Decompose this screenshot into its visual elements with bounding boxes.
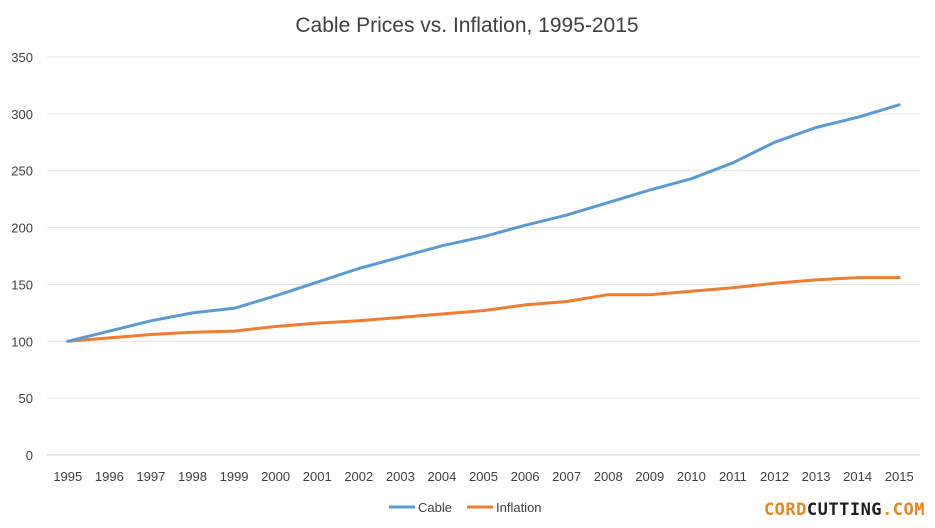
y-tick-label: 300 [11,107,33,122]
legend-label: Cable [418,500,452,515]
legend-item-cable: Cable [389,500,452,515]
logo-part-com: .COM [882,500,925,520]
x-tick-label: 1997 [136,469,165,484]
x-tick-label: 2012 [760,469,789,484]
cordcutting-logo: CORDCUTTING.COM [764,500,925,520]
chart-title: Cable Prices vs. Inflation, 1995-2015 [295,14,638,37]
x-tick-label: 2007 [552,469,581,484]
logo-part-cord: CORD [763,500,807,520]
x-tick-label: 2002 [344,469,373,484]
x-tick-label: 2005 [469,469,498,484]
y-axis-ticks: 0 50 100 150 200 250 300 350 [11,50,33,463]
x-tick-label: 1998 [178,469,207,484]
x-tick-label: 2009 [635,469,664,484]
x-tick-label: 2004 [427,469,456,484]
y-tick-label: 250 [11,164,33,179]
y-tick-label: 350 [11,50,33,65]
x-tick-label: 2000 [261,469,290,484]
x-tick-label: 1995 [53,469,82,484]
legend-label: Inflation [496,500,542,515]
x-tick-label: 2011 [719,469,747,484]
series-line-cable [66,103,901,343]
x-tick-label: 2014 [843,469,872,484]
x-tick-label: 1999 [220,469,249,484]
x-tick-label: 2015 [885,469,914,484]
series-lines [66,103,901,343]
x-tick-label: 2013 [802,469,831,484]
y-tick-label: 150 [11,277,33,292]
x-tick-label: 2003 [386,469,415,484]
y-tick-label: 200 [11,221,33,236]
x-tick-label: 2001 [303,469,332,484]
gridlines [47,56,920,456]
x-tick-label: 2010 [677,469,706,484]
legend-item-inflation: Inflation [467,500,542,515]
y-tick-label: 100 [11,334,33,349]
logo-part-cutting: CUTTING [806,500,883,520]
y-tick-label: 0 [26,448,33,463]
x-tick-label: 2006 [511,469,540,484]
x-tick-label: 2008 [594,469,623,484]
legend: Cable Inflation [389,500,542,515]
y-tick-label: 50 [19,391,33,406]
series-line-inflation [66,276,901,343]
x-tick-label: 1996 [95,469,124,484]
x-axis-ticks: 1995 1996 1997 1998 1999 2000 2001 2002 2003 2004… [53,469,913,484]
